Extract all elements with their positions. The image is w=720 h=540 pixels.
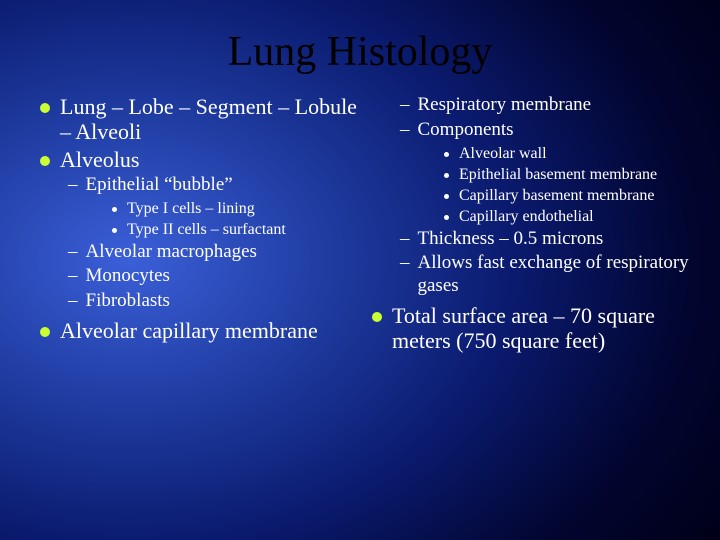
slide-title: Lung Histology	[0, 0, 720, 94]
small-dot-icon	[444, 152, 449, 157]
bullet-text: Thickness – 0.5 microns	[418, 228, 604, 251]
bullet-text: Epithelial “bubble”	[86, 174, 233, 197]
sub-respiratory-membrane: – Respiratory membrane	[400, 94, 692, 117]
bullet-text: Components	[418, 119, 514, 142]
bullet-text: Epithelial basement membrane	[459, 165, 657, 185]
sub-monocytes: – Monocytes	[68, 265, 360, 288]
small-dot-icon	[112, 207, 117, 212]
bullet-text: Type II cells – surfactant	[127, 220, 286, 240]
dash-icon: –	[400, 252, 410, 275]
dash-icon: –	[68, 241, 78, 264]
small-dot-icon	[444, 215, 449, 220]
dash-icon: –	[400, 119, 410, 142]
sub-fast-exchange: – Allows fast exchange of respiratory ga…	[400, 252, 692, 298]
left-column: Lung – Lobe – Segment – Lobule – Alveoli…	[40, 94, 368, 356]
sub-components: – Components	[400, 119, 692, 142]
bullet-text: Type I cells – lining	[127, 199, 255, 219]
bullet-text: Alveolar wall	[459, 144, 547, 164]
bullet-dot-icon	[40, 103, 50, 113]
content-area: Lung – Lobe – Segment – Lobule – Alveoli…	[0, 94, 720, 356]
bullet-text: Alveolar capillary membrane	[60, 318, 318, 343]
bullet-lung-hierarchy: Lung – Lobe – Segment – Lobule – Alveoli	[40, 94, 360, 145]
small-dot-icon	[444, 173, 449, 178]
sub-epithelial-bubble: – Epithelial “bubble”	[68, 174, 360, 197]
dash-icon: –	[68, 265, 78, 288]
sub-thickness: – Thickness – 0.5 microns	[400, 228, 692, 251]
bullet-dot-icon	[40, 156, 50, 166]
bullet-text: Total surface area – 70 square meters (7…	[392, 303, 692, 354]
subsub-epithelial-basement: Epithelial basement membrane	[444, 165, 692, 185]
bullet-text: Allows fast exchange of respiratory gase…	[418, 252, 693, 298]
bullet-capillary-membrane: Alveolar capillary membrane	[40, 318, 360, 343]
right-column: – Respiratory membrane – Components Alve…	[368, 94, 692, 356]
bullet-text: Alveolus	[60, 147, 139, 172]
subsub-capillary-endothelial: Capillary endothelial	[444, 207, 692, 227]
bullet-text: Fibroblasts	[86, 290, 170, 313]
bullet-alveolus: Alveolus	[40, 147, 360, 172]
subsub-alveolar-wall: Alveolar wall	[444, 144, 692, 164]
bullet-dot-icon	[40, 327, 50, 337]
dash-icon: –	[68, 290, 78, 313]
small-dot-icon	[112, 228, 117, 233]
sub-macrophages: – Alveolar macrophages	[68, 241, 360, 264]
bullet-surface-area: Total surface area – 70 square meters (7…	[372, 303, 692, 354]
subsub-type2: Type II cells – surfactant	[112, 220, 360, 240]
bullet-text: Respiratory membrane	[418, 94, 592, 117]
subsub-capillary-basement: Capillary basement membrane	[444, 186, 692, 206]
bullet-text: Capillary endothelial	[459, 207, 594, 227]
sub-fibroblasts: – Fibroblasts	[68, 290, 360, 313]
dash-icon: –	[400, 94, 410, 117]
dash-icon: –	[400, 228, 410, 251]
small-dot-icon	[444, 194, 449, 199]
bullet-text: Monocytes	[86, 265, 170, 288]
bullet-text: Alveolar macrophages	[86, 241, 257, 264]
subsub-type1: Type I cells – lining	[112, 199, 360, 219]
bullet-text: Capillary basement membrane	[459, 186, 654, 206]
dash-icon: –	[68, 174, 78, 197]
bullet-dot-icon	[372, 312, 382, 322]
bullet-text: Lung – Lobe – Segment – Lobule – Alveoli	[60, 94, 360, 145]
